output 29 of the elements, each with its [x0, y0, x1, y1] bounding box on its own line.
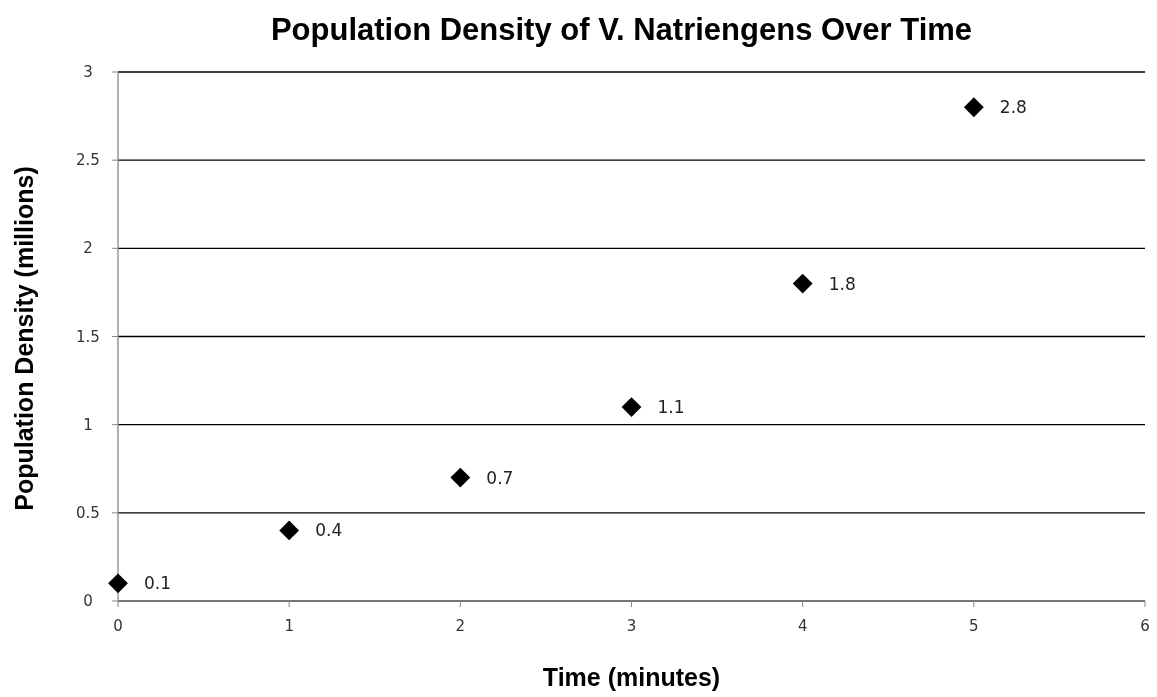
data-label: 1.8: [828, 273, 856, 294]
data-label: 0.4: [315, 520, 343, 541]
y-tick-label: 3: [83, 63, 93, 81]
point: [792, 273, 813, 294]
y-tick-label: 2.5: [76, 151, 100, 170]
x-tick-label: 5: [969, 617, 979, 635]
y-tick-label: 0.5: [76, 503, 100, 522]
x-axis-title: Time (minutes): [542, 663, 721, 691]
x-tick-label: 2: [455, 617, 466, 635]
y-tick-label: 0: [83, 592, 93, 610]
point: [621, 397, 642, 417]
x-tick-label: 6: [1140, 617, 1150, 635]
data-label: 1.1: [657, 397, 685, 418]
x-tick-label: 0: [113, 617, 123, 635]
x-tick-label: 4: [797, 617, 808, 635]
data-label: 0.7: [486, 467, 514, 488]
x-tick-label: 1: [284, 617, 294, 635]
point: [279, 520, 300, 541]
x-tick-label: 3: [626, 617, 637, 635]
data-label: 2.8: [999, 97, 1027, 118]
y-tick-label: 1: [83, 415, 93, 434]
point: [108, 573, 128, 594]
y-tick-label: 2: [83, 239, 93, 258]
y-tick-label: 1.5: [76, 327, 100, 346]
point: [963, 97, 984, 118]
chart-title: Population Density of V. Natriengens Over Time: [270, 12, 973, 47]
data-label: 0.1: [144, 573, 172, 594]
point: [450, 467, 471, 488]
y-axis-title: Population Density (millions): [10, 166, 38, 511]
